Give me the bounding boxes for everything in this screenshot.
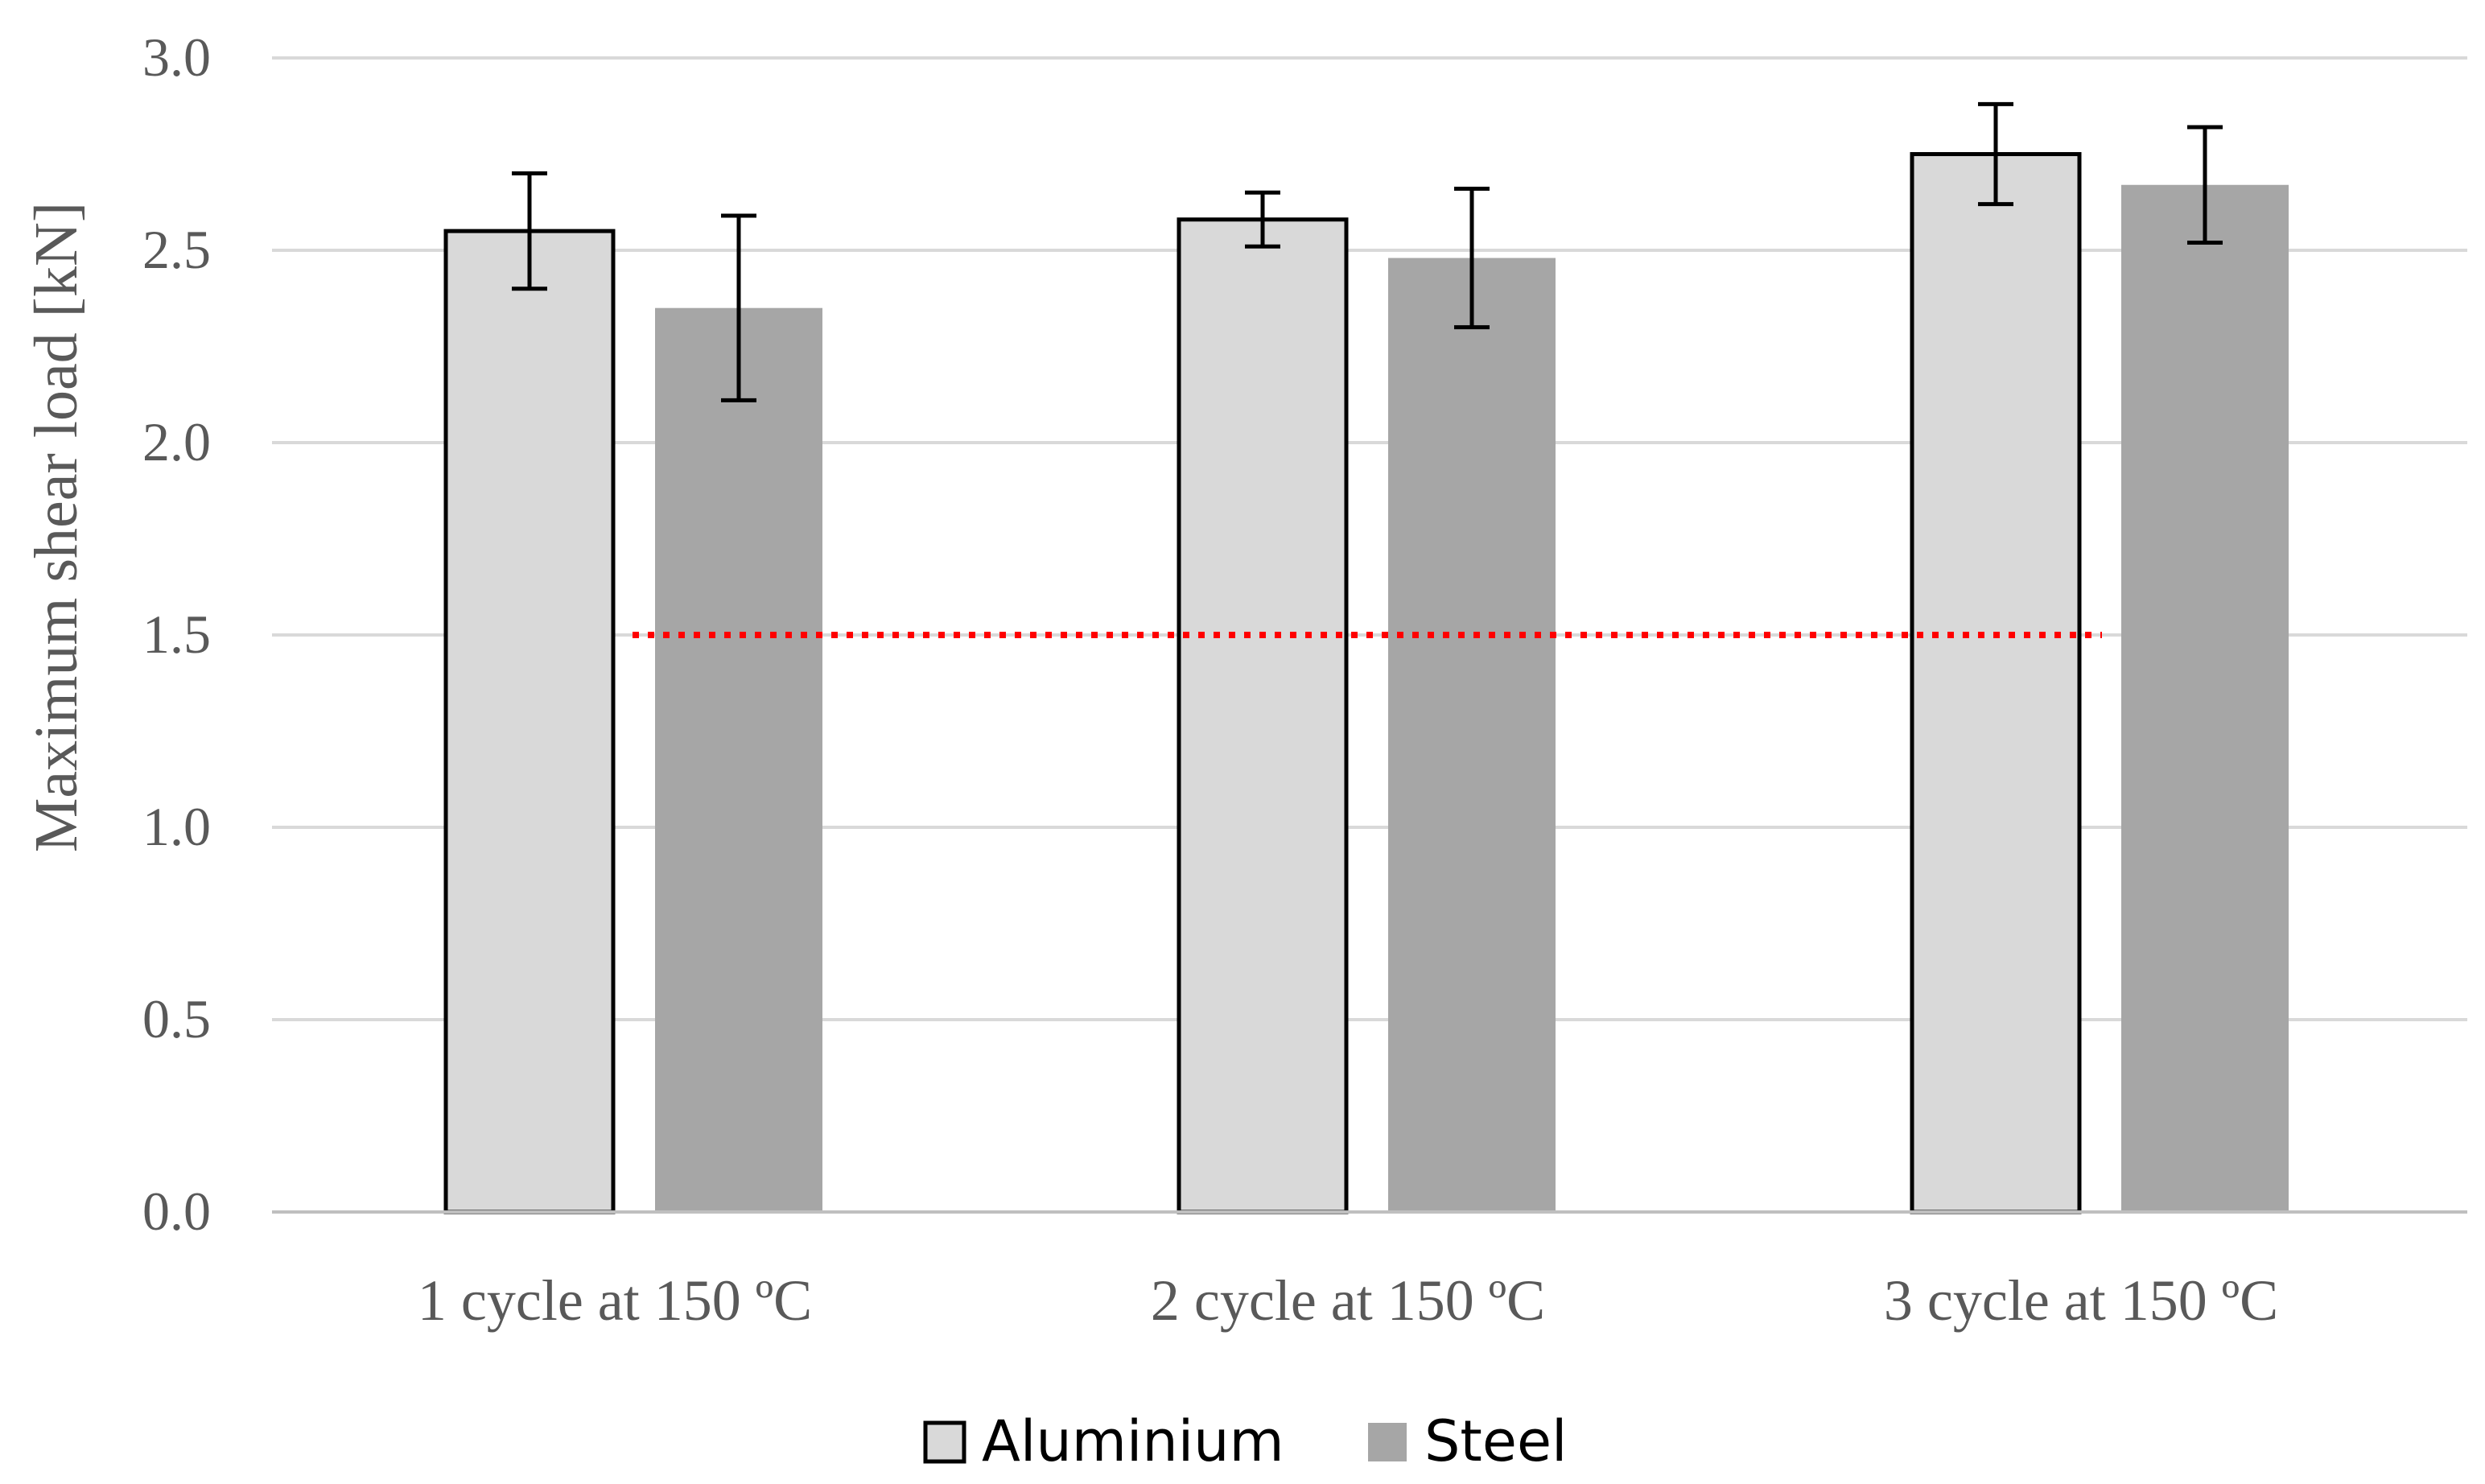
- bars: [443, 152, 2289, 1214]
- bar-steel: [2121, 184, 2289, 1213]
- legend-swatch-aluminium: [923, 1420, 966, 1464]
- legend-label-steel: Steel: [1424, 1408, 1567, 1474]
- bar-steel: [1388, 258, 1556, 1212]
- y-tick-label: 1.5: [142, 604, 211, 665]
- y-tick-label: 0.5: [142, 988, 211, 1049]
- y-tick-label: 1.0: [142, 796, 211, 857]
- y-axis-tick-labels: 0.0 0.5 1.0 1.5 2.0 2.5 3.0: [142, 27, 211, 1242]
- y-tick-label: 2.5: [142, 219, 211, 280]
- legend-swatch-steel: [1368, 1423, 1407, 1461]
- bar-aluminium: [1910, 152, 2082, 1214]
- error-bars: [512, 101, 2223, 402]
- y-tick-label: 0.0: [142, 1181, 211, 1242]
- y-tick-label: 2.0: [142, 411, 211, 472]
- bar-aluminium: [1177, 217, 1349, 1214]
- y-tick-label: 3.0: [142, 27, 211, 88]
- legend: Aluminium Steel: [923, 1408, 1567, 1474]
- y-axis-title: Maximum shear load [kN]: [23, 202, 90, 852]
- legend-label-aluminium: Aluminium: [982, 1408, 1284, 1474]
- category-label: 3 cycle at 150 ºC: [1884, 1268, 2278, 1333]
- bar-steel: [655, 307, 822, 1213]
- x-axis-category-labels: 1 cycle at 150 ºC 2 cycle at 150 ºC 3 cycl…: [418, 1268, 2278, 1333]
- category-label: 2 cycle at 150 ºC: [1151, 1268, 1545, 1333]
- category-label: 1 cycle at 150 ºC: [418, 1268, 812, 1333]
- bar-aluminium: [443, 229, 616, 1214]
